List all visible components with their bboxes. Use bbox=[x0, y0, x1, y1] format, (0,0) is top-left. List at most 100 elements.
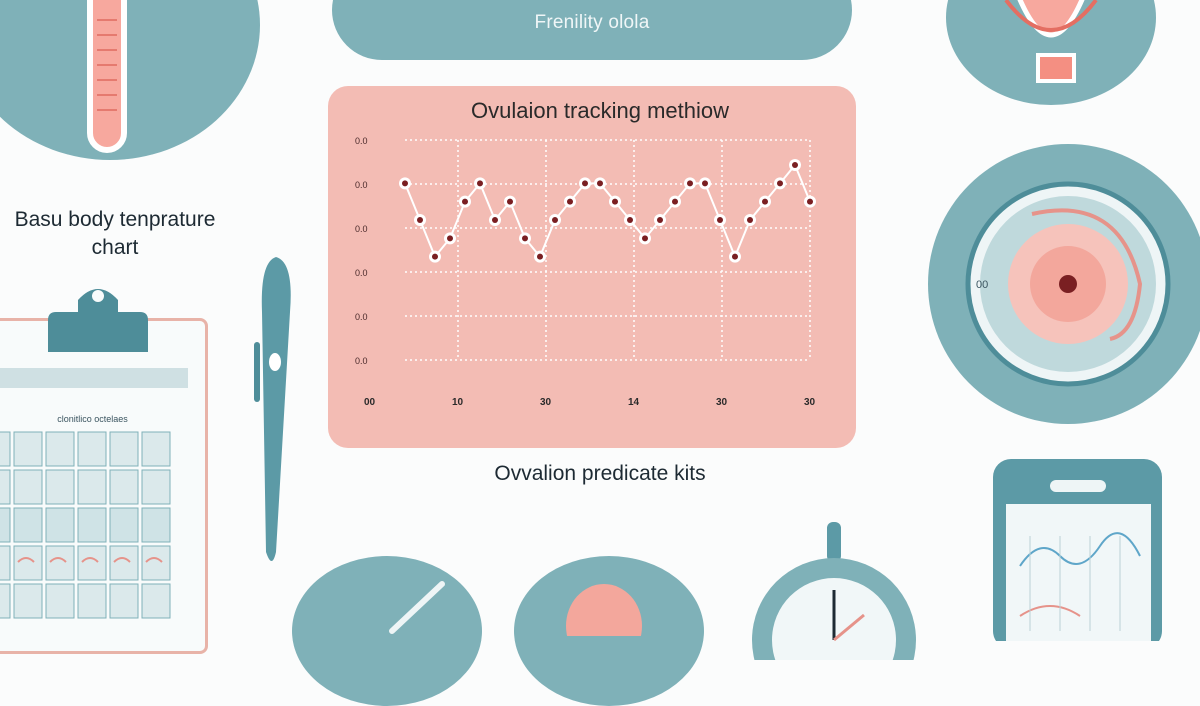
data-point bbox=[477, 180, 483, 187]
calendar-cell bbox=[77, 583, 107, 619]
data-point bbox=[642, 235, 648, 242]
cycle-mark bbox=[145, 557, 163, 563]
calendar-cell bbox=[13, 507, 43, 543]
calendar-cell bbox=[13, 583, 43, 619]
calendar-cell bbox=[141, 507, 171, 543]
x-tick-label: 30 bbox=[540, 397, 552, 408]
data-point bbox=[762, 198, 768, 205]
data-point bbox=[522, 235, 528, 242]
cycle-mark bbox=[49, 557, 67, 563]
calendar-cell bbox=[0, 545, 11, 581]
chart-card bbox=[328, 86, 856, 448]
data-point bbox=[462, 198, 468, 205]
calendar-cell bbox=[45, 469, 75, 505]
calendar-cell bbox=[109, 431, 139, 467]
calendar-cell bbox=[77, 431, 107, 467]
phone-icon bbox=[993, 459, 1162, 641]
x-tick-label: 30 bbox=[804, 397, 816, 408]
calendar-cell bbox=[141, 431, 171, 467]
thermometer-circle bbox=[0, 0, 260, 160]
calendar-cell bbox=[45, 431, 75, 467]
calendar-grid bbox=[0, 431, 171, 619]
chart-title: Ovulaion tracking methiow bbox=[470, 98, 729, 123]
x-tick-label: 10 bbox=[452, 397, 464, 408]
calendar-cell bbox=[0, 431, 11, 467]
cervix-circle bbox=[946, 0, 1156, 105]
pen-icon bbox=[254, 257, 291, 561]
bbt-label-line1: Basu body tenprature bbox=[14, 208, 216, 231]
cycle-mark bbox=[17, 557, 35, 563]
data-point bbox=[597, 180, 603, 187]
data-point bbox=[552, 217, 558, 223]
data-point bbox=[417, 217, 423, 223]
calendar-cell bbox=[109, 545, 139, 581]
data-point bbox=[732, 253, 738, 260]
cycle-mark bbox=[81, 557, 99, 563]
data-point bbox=[537, 253, 543, 260]
data-point bbox=[702, 180, 708, 187]
calendar-cell bbox=[77, 507, 107, 543]
data-point bbox=[807, 198, 813, 205]
series-line bbox=[404, 163, 811, 260]
temperature-gauge-icon: 00 bbox=[928, 144, 1200, 424]
y-tick-label: 0.0 bbox=[355, 180, 368, 190]
y-tick-label: 0.0 bbox=[355, 136, 368, 146]
data-point bbox=[747, 217, 753, 223]
calendar-cell bbox=[13, 469, 43, 505]
calendar-header: clonitlico octelaes bbox=[57, 414, 128, 424]
kits-label: Ovvalion predicate kits bbox=[494, 462, 706, 485]
data-point bbox=[717, 217, 723, 223]
banner-subtitle: Frenility olola bbox=[534, 12, 650, 33]
stopwatch-icon bbox=[752, 522, 916, 660]
cervix-icon bbox=[1004, 0, 1098, 83]
gauge-label: 00 bbox=[976, 279, 988, 291]
data-point bbox=[792, 162, 798, 168]
calendar-cell bbox=[13, 545, 43, 581]
data-point bbox=[432, 253, 438, 260]
calendar-cell bbox=[0, 583, 11, 619]
clipboard-clip-icon bbox=[48, 289, 148, 352]
calendar-title-bar bbox=[0, 368, 188, 388]
data-point bbox=[402, 180, 408, 187]
x-tick-label: 14 bbox=[628, 397, 640, 408]
calendar-cell bbox=[13, 431, 43, 467]
y-tick-label: 0.0 bbox=[355, 268, 368, 278]
y-tick-label: 0.0 bbox=[355, 224, 368, 234]
x-tick-label: 00 bbox=[364, 397, 376, 408]
calendar-cell bbox=[45, 507, 75, 543]
calendar-cell bbox=[0, 469, 11, 505]
calendar-cell bbox=[109, 583, 139, 619]
calendar-cell bbox=[109, 469, 139, 505]
bottom-circle-2 bbox=[514, 556, 704, 706]
data-point bbox=[672, 198, 678, 205]
data-point bbox=[777, 180, 783, 187]
title-banner: Frenility olola bbox=[332, 0, 852, 60]
data-point bbox=[567, 198, 573, 205]
calendar-cell bbox=[141, 545, 171, 581]
bottom-circle-1 bbox=[292, 556, 482, 706]
calendar-cell bbox=[77, 545, 107, 581]
ovulation-chart: 0.0 0.0 0.0 0.0 0.0 0.0 00 10 30 14 30 30 bbox=[355, 136, 816, 408]
bbt-chart-label: Basu body tenprature chart bbox=[0, 206, 230, 262]
calendar-cell bbox=[0, 507, 11, 543]
data-point bbox=[507, 198, 513, 205]
calendar-cell bbox=[45, 583, 75, 619]
data-point bbox=[687, 180, 693, 187]
calendar-cell bbox=[141, 583, 171, 619]
x-tick-label: 30 bbox=[716, 397, 728, 408]
y-tick-label: 0.0 bbox=[355, 312, 368, 322]
needle-icon bbox=[389, 581, 445, 634]
calendar-cell bbox=[77, 469, 107, 505]
data-point bbox=[492, 217, 498, 223]
calendar-cell bbox=[109, 507, 139, 543]
data-point bbox=[447, 235, 453, 242]
data-point bbox=[627, 217, 633, 223]
calendar-cell bbox=[45, 545, 75, 581]
calendar-cell bbox=[141, 469, 171, 505]
data-point bbox=[612, 198, 618, 205]
thermometer-icon bbox=[87, 0, 127, 153]
data-point bbox=[657, 217, 663, 223]
egg-icon bbox=[566, 584, 642, 668]
cycle-mark bbox=[113, 557, 131, 563]
bbt-label-line2: chart bbox=[91, 236, 139, 259]
